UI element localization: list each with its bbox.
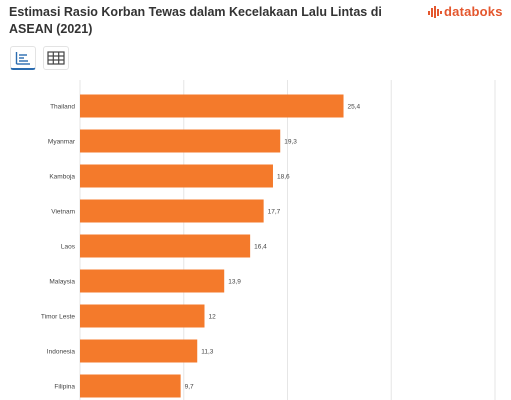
data-label: 9,7 <box>185 384 194 391</box>
table-view-button[interactable] <box>43 46 69 70</box>
bar-filipina[interactable] <box>80 374 181 398</box>
data-label: 13,9 <box>228 279 241 286</box>
chart-title: Estimasi Rasio Korban Tewas dalam Kecela… <box>9 5 382 36</box>
data-label: 12 <box>209 314 217 321</box>
category-label: Malaysia <box>49 279 75 286</box>
category-label: Laos <box>61 244 76 251</box>
bar-malaysia[interactable] <box>80 269 225 293</box>
data-label: 19,3 <box>284 139 297 146</box>
bar-vietnam[interactable] <box>80 199 264 223</box>
category-label: Filipina <box>54 384 75 391</box>
category-label: Timor Leste <box>41 314 75 321</box>
bar-indonesia[interactable] <box>80 339 198 363</box>
logo-text: databoks <box>444 4 503 19</box>
data-label: 18,6 <box>277 174 290 181</box>
data-label: 25,4 <box>348 104 361 111</box>
databoks-logo[interactable]: databoks <box>428 4 503 19</box>
bar-kamboja[interactable] <box>80 164 273 188</box>
category-label: Indonesia <box>47 349 76 356</box>
category-label: Myanmar <box>48 139 76 146</box>
bar-thailand[interactable] <box>80 94 344 118</box>
bar-chart-icon <box>15 51 30 65</box>
category-label: Kamboja <box>49 174 75 181</box>
category-label: Vietnam <box>51 209 75 216</box>
table-grid-icon <box>47 51 65 65</box>
data-label: 17,7 <box>268 209 281 216</box>
bar-laos[interactable] <box>80 234 251 258</box>
data-label: 11,3 <box>201 349 214 356</box>
data-label: 16,4 <box>254 244 267 251</box>
chart-view-button[interactable] <box>10 46 36 70</box>
bar-chart: Thailand 25,4 Myanmar 19,3 Kamboja 18,6 Vietna… <box>41 80 496 400</box>
bar-myanmar[interactable] <box>80 129 281 153</box>
category-label: Thailand <box>50 104 75 111</box>
databoks-logo-icon <box>428 5 442 18</box>
bar-timor-leste[interactable] <box>80 304 205 328</box>
